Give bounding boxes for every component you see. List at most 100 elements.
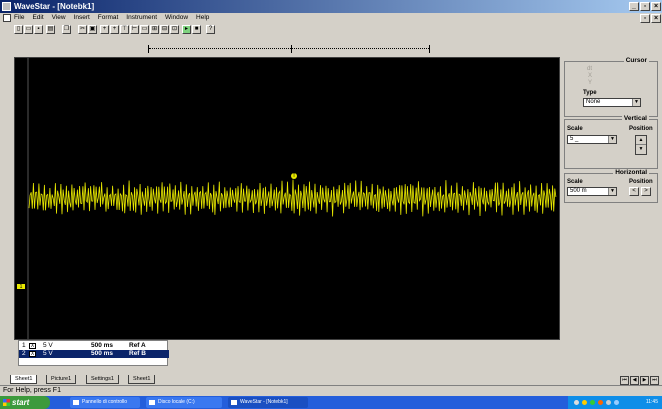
channel-2-checkbox[interactable]: X (29, 351, 36, 357)
zoom-out-icon[interactable]: ⊟ (160, 25, 169, 34)
security-icon[interactable] (590, 400, 595, 405)
next-sheet-icon[interactable]: ▶ (640, 376, 649, 385)
help-pointer-icon[interactable]: ? (206, 25, 215, 34)
measure-icon[interactable]: ⊡ (170, 25, 179, 34)
cursor-y: Y (588, 80, 593, 86)
task-control-panel[interactable]: Pannello di controllo (70, 397, 140, 408)
horizontal-group: Horizontal Scale Position 500 m ▼ < > (564, 169, 658, 203)
cursor-title: Cursor (623, 57, 649, 64)
cursor-h-icon[interactable]: ⊤ (120, 25, 129, 34)
disk-icon (149, 400, 155, 405)
position-left-button[interactable]: < (629, 187, 639, 196)
chevron-down-icon[interactable]: ▼ (608, 136, 616, 143)
chevron-down-icon[interactable]: ▼ (632, 99, 640, 106)
copy-icon[interactable]: ❐ (62, 25, 71, 34)
spin-down-icon[interactable]: ▼ (638, 146, 644, 152)
time-ruler[interactable] (148, 45, 430, 53)
waveform-trace (27, 58, 557, 339)
vertical-group: Vertical Scale Position 5 _ ▼ ▲ ▼ (564, 115, 658, 169)
channel-row-1[interactable]: 1 X 5 V 500 ms Ref A (19, 342, 169, 350)
spin-up-icon[interactable]: ▲ (636, 136, 646, 145)
menu-format[interactable]: Format (97, 14, 119, 21)
doc-close-button[interactable]: × (651, 14, 661, 23)
minimize-button[interactable]: _ (629, 2, 639, 11)
update-icon[interactable] (598, 400, 603, 405)
save-icon[interactable]: ▪ (34, 25, 43, 34)
zoom-box-icon[interactable]: ▭ (140, 25, 149, 34)
task-label: Disco locale (C:) (158, 399, 195, 405)
cursor-dt: dt (587, 66, 593, 72)
channel-volts: 5 V (43, 350, 53, 357)
zoom-in-icon[interactable]: ⊞ (150, 25, 159, 34)
ruler-marker[interactable] (291, 45, 292, 53)
channel-ref: Ref A (129, 342, 146, 349)
cursor-type-value: None (586, 99, 601, 105)
horizontal-position-label: Position (629, 179, 653, 185)
tab-sheet1-second[interactable]: Sheet1 (128, 375, 156, 384)
display-icon[interactable] (614, 400, 619, 405)
task-wavestar[interactable]: WaveStar - [Notebk1] (228, 397, 308, 408)
control-panel: Cursor dt X Y Type None ▼ Vertical Scale… (560, 55, 662, 345)
channel-time: 500 ms (91, 350, 114, 357)
ruler-line (149, 48, 429, 49)
run-icon[interactable]: ▸ (182, 25, 191, 34)
print-icon[interactable]: ▤ (46, 25, 55, 34)
cursor-x: X (588, 73, 593, 79)
channel-list: 1 X 5 V 500 ms Ref A 2 X 5 V 500 ms Ref … (18, 340, 169, 366)
close-button[interactable]: × (651, 2, 661, 11)
cursor-type-select[interactable]: None ▼ (583, 98, 641, 107)
maximize-button[interactable]: ▫ (640, 2, 650, 11)
first-sheet-icon[interactable]: ⏮ (620, 376, 629, 385)
open-icon[interactable]: ▭ (24, 25, 33, 34)
menu-view[interactable]: View (51, 14, 66, 21)
position-right-button[interactable]: > (641, 187, 651, 196)
menu-insert[interactable]: Insert (73, 14, 90, 21)
tab-picture1[interactable]: Picture1 (46, 375, 77, 384)
cursor-cross2-icon[interactable]: + (110, 25, 119, 34)
tab-settings1[interactable]: Settings1 (86, 375, 119, 384)
channel-1-checkbox[interactable]: X (29, 343, 36, 349)
cut-icon[interactable]: ✂ (78, 25, 87, 34)
cursor-cross-icon[interactable]: + (100, 25, 109, 34)
document-icon[interactable] (3, 14, 11, 22)
paste-icon[interactable]: ▣ (88, 25, 97, 34)
doc-restore-button[interactable]: ▫ (640, 14, 650, 23)
vertical-scale-select[interactable]: 5 _ ▼ (567, 135, 617, 144)
menu-instrument[interactable]: Instrument (126, 14, 158, 21)
channel-index: 1 (22, 342, 26, 349)
channel-index: 2 (22, 350, 26, 357)
last-sheet-icon[interactable]: ⏭ (650, 376, 659, 385)
trigger-marker[interactable]: T (291, 173, 297, 179)
menu-window[interactable]: Window (164, 14, 189, 21)
start-label: start (12, 398, 30, 407)
channel-volts: 5 V (43, 342, 53, 349)
tab-sheet1[interactable]: Sheet1 (10, 375, 38, 384)
channel-ref: Ref B (129, 350, 146, 357)
cursor-v-icon[interactable]: ⊢ (130, 25, 139, 34)
channel-1-marker[interactable]: 1 (17, 284, 25, 290)
title-bar: WaveStar - [Notebk1] _ ▫ × (0, 0, 662, 13)
task-label: WaveStar - [Notebk1] (240, 399, 288, 405)
menu-edit[interactable]: Edit (32, 14, 44, 21)
chevron-down-icon[interactable]: ▼ (608, 188, 616, 195)
scope-display[interactable]: 1 T (14, 57, 560, 340)
menu-help[interactable]: Help (196, 14, 210, 21)
stop-icon[interactable]: ■ (192, 25, 201, 34)
clock: 11:45 (645, 399, 658, 405)
waveform-path (28, 179, 557, 217)
prev-sheet-icon[interactable]: ◀ (630, 376, 639, 385)
wavestar-icon (231, 400, 237, 405)
cursor-type-label: Type (583, 90, 597, 96)
volume-icon[interactable] (606, 400, 611, 405)
horizontal-scale-select[interactable]: 500 m ▼ (567, 187, 617, 196)
vertical-position-spinner[interactable]: ▲ ▼ (635, 135, 647, 155)
language-icon[interactable] (574, 400, 579, 405)
start-button[interactable]: start (0, 396, 50, 409)
network-icon[interactable] (582, 400, 587, 405)
channel-time: 500 ms (91, 342, 114, 349)
channel-row-2[interactable]: 2 X 5 V 500 ms Ref B (19, 350, 169, 358)
cursor-group: Cursor dt X Y Type None ▼ (564, 57, 658, 117)
task-local-disk[interactable]: Disco locale (C:) (146, 397, 222, 408)
new-icon[interactable]: ▯ (14, 25, 23, 34)
menu-file[interactable]: File (14, 14, 25, 21)
